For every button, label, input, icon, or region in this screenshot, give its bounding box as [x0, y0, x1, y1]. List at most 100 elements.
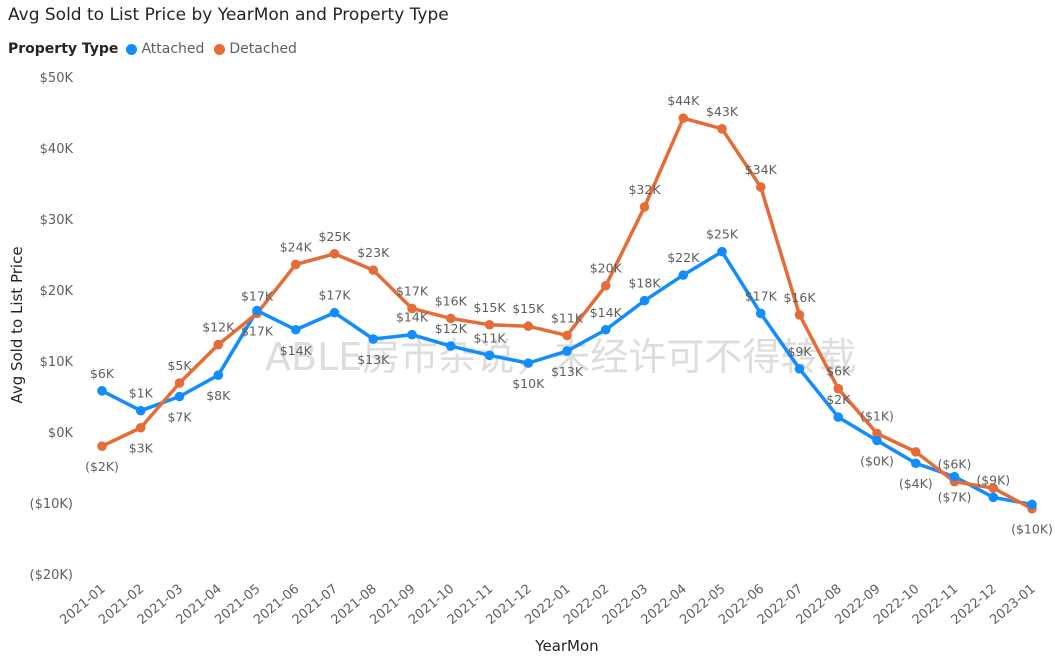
data-label-detached: $32K [628, 182, 661, 197]
data-label-attached: $11K [473, 330, 506, 345]
data-point-attached [562, 346, 572, 356]
legend-marker-attached-icon [126, 43, 138, 55]
data-point-attached [290, 324, 301, 335]
data-label-detached: $16K [435, 293, 468, 308]
data-point-attached [833, 412, 844, 422]
data-label-attached: ($9K) [976, 472, 1010, 487]
data-point-detached [445, 313, 456, 324]
data-label-attached: $25K [706, 227, 739, 242]
data-point-detached [135, 422, 146, 433]
data-point-attached [794, 364, 805, 374]
data-point-attached [252, 305, 262, 316]
data-label-attached: $1K [129, 386, 154, 401]
data-label-attached: $14K [590, 305, 623, 320]
legend-label-attached: Attached [141, 41, 205, 57]
data-label-detached: $23K [357, 245, 390, 260]
data-label-detached: $15K [512, 301, 545, 316]
data-point-attached [97, 386, 107, 396]
data-point-attached [910, 458, 921, 469]
data-label-attached: ($7K) [938, 490, 972, 505]
data-label-detached: ($6K) [938, 457, 972, 472]
data-label-detached: $17K [396, 283, 429, 298]
data-point-attached [484, 350, 495, 361]
y-tick-label: $50K [40, 71, 74, 86]
data-point-attached [135, 405, 146, 416]
y-tick-label: ($10K) [30, 497, 73, 512]
data-point-detached [717, 124, 727, 134]
data-point-attached [407, 329, 417, 340]
data-point-detached [174, 378, 185, 388]
data-label-detached: $12K [202, 320, 235, 335]
y-axis-title: Avg Sold to List Price [8, 246, 26, 403]
data-point-detached [329, 248, 340, 259]
data-label-detached: $24K [280, 239, 313, 254]
data-point-detached [639, 202, 650, 212]
data-label-attached: $13K [551, 364, 584, 379]
data-label-attached: $6K [90, 366, 115, 381]
data-point-attached [949, 471, 960, 482]
data-label-attached: $14K [396, 310, 429, 325]
data-label-attached: ($4K) [899, 476, 933, 491]
data-point-attached [1027, 499, 1037, 510]
y-tick-label: $10K [40, 355, 74, 370]
data-point-detached [794, 310, 805, 320]
data-point-attached [329, 307, 340, 318]
data-point-detached [755, 182, 766, 192]
data-label-attached: $17K [745, 288, 778, 303]
data-label-attached: $12K [435, 321, 468, 336]
data-label-detached: $43K [706, 104, 739, 119]
data-label-attached: $8K [206, 388, 231, 403]
data-point-detached [600, 280, 611, 291]
data-label-detached: $16K [783, 290, 816, 305]
data-point-detached [407, 303, 417, 314]
data-point-detached [678, 113, 689, 123]
legend: Property Type Attached Detached [8, 41, 307, 57]
legend-label-detached: Detached [229, 41, 297, 57]
data-label-attached: $13K [357, 352, 390, 367]
y-tick-label: $20K [40, 284, 74, 299]
data-point-attached [445, 341, 456, 351]
legend-item-attached[interactable]: Attached [126, 41, 204, 57]
data-label-attached: $9K [787, 344, 812, 359]
data-point-detached [213, 339, 224, 350]
y-tick-label: $0K [48, 426, 74, 441]
data-point-detached [523, 321, 534, 332]
chart-title: Avg Sold to List Price by YearMon and Pr… [8, 5, 449, 25]
data-label-detached: ($1K) [860, 408, 894, 423]
data-label-detached: $6K [826, 364, 851, 379]
data-point-attached [523, 358, 534, 368]
data-label-detached: $20K [590, 261, 623, 276]
data-point-attached [174, 391, 185, 402]
data-point-attached [872, 435, 882, 446]
legend-marker-detached-icon [214, 43, 226, 55]
data-point-detached [290, 259, 301, 270]
data-label-attached: $7K [167, 410, 192, 425]
data-point-attached [368, 334, 379, 344]
data-label-detached: ($2K) [85, 459, 119, 474]
data-point-detached [910, 447, 921, 457]
data-point-attached [755, 308, 766, 319]
data-point-attached [213, 370, 224, 381]
watermark: ABLE房市杂说，未经许可不得转载 [265, 335, 856, 379]
data-point-detached [97, 441, 107, 452]
y-tick-label: $40K [40, 142, 74, 157]
data-point-attached [600, 324, 611, 335]
data-label-attached: $17K [318, 288, 351, 303]
data-label-detached: $44K [667, 93, 700, 108]
legend-item-detached[interactable]: Detached [214, 41, 297, 57]
data-point-detached [872, 428, 882, 439]
x-axis-title: YearMon [534, 637, 598, 655]
data-point-detached [833, 383, 844, 394]
legend-title: Property Type [8, 41, 119, 57]
data-label-attached: $10K [512, 376, 545, 391]
data-label-attached: ($0K) [860, 454, 894, 469]
data-label-attached: $22K [667, 250, 700, 265]
data-label-detached: $34K [745, 162, 778, 177]
data-label-attached: $2K [826, 392, 851, 407]
data-label-detached: ($10K) [1011, 522, 1053, 537]
data-label-detached: $5K [167, 358, 192, 373]
data-point-attached [717, 246, 727, 257]
data-label-attached: $14K [280, 343, 313, 358]
data-point-detached [368, 265, 379, 275]
